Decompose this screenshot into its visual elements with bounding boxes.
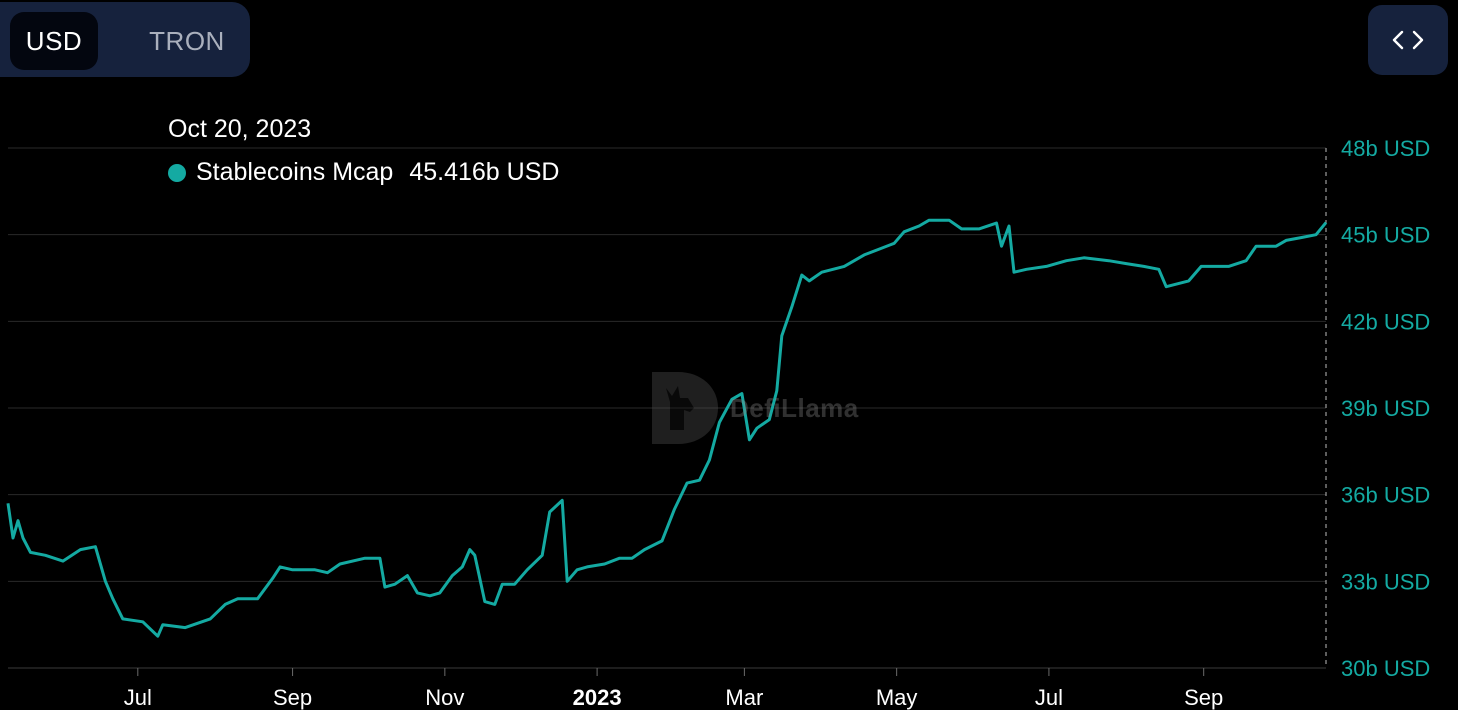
grid-lines	[8, 147, 1326, 669]
y-tick-label: 45b USD	[1341, 223, 1430, 248]
x-tick-label: Jul	[1035, 685, 1063, 710]
x-tick-label: 2023	[573, 685, 622, 710]
series-color-dot	[168, 163, 186, 182]
llama-logo-icon	[652, 372, 718, 444]
x-tick-label: Mar	[725, 685, 763, 710]
axis-ticks: 48b USD 45b USD 42b USD 39b USD 36b USD 33b U…	[124, 136, 1431, 710]
x-tick-label: Jul	[124, 685, 152, 710]
tooltip-value: 45.416b USD	[409, 158, 560, 186]
y-tick-label: 42b USD	[1341, 309, 1430, 334]
y-tick-label: 39b USD	[1341, 396, 1430, 421]
toggle-tron-button[interactable]: TRON	[149, 25, 225, 56]
watermark: DefiLlama	[648, 368, 859, 448]
toggle-usd-button[interactable]: USD	[10, 12, 98, 70]
x-tick-label: Nov	[425, 685, 464, 710]
watermark-text: DefiLlama	[730, 392, 859, 423]
y-tick-label: 48b USD	[1341, 136, 1430, 161]
series-line-stablecoins-mcap[interactable]	[6, 218, 1328, 638]
tooltip-series-row: Stablecoins Mcap 45.416b USD	[168, 158, 559, 187]
embed-button[interactable]	[1368, 5, 1448, 75]
x-tick-label: Sep	[1184, 685, 1223, 710]
tooltip-series-name: Stablecoins Mcap	[196, 158, 394, 186]
code-brackets-icon	[1392, 30, 1424, 50]
x-tick-label: Sep	[273, 685, 312, 710]
x-tick-label: May	[876, 685, 918, 710]
y-tick-label: 36b USD	[1341, 483, 1430, 508]
y-tick-label: 33b USD	[1341, 569, 1430, 594]
tooltip-date: Oct 20, 2023	[168, 115, 312, 143]
y-tick-label: 30b USD	[1341, 656, 1430, 681]
currency-toggle: USD TRON	[0, 2, 250, 77]
